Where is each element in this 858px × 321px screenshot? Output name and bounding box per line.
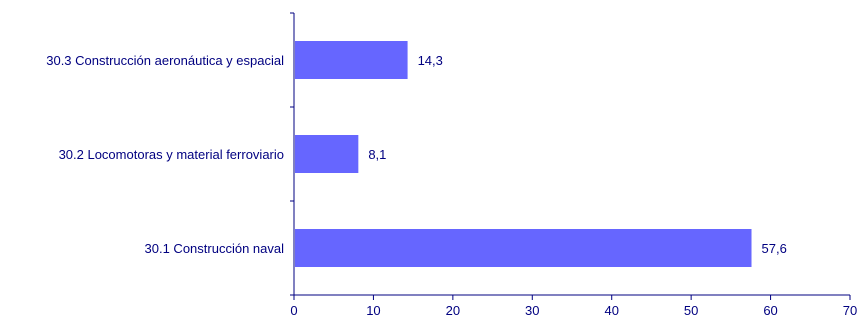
x-tick-label: 70 [843, 303, 857, 318]
x-tick-label: 60 [763, 303, 777, 318]
x-tick-label: 20 [446, 303, 460, 318]
x-tick-label: 50 [684, 303, 698, 318]
value-label: 14,3 [418, 53, 443, 68]
value-label: 57,6 [762, 241, 787, 256]
labels: 0 10 20 30 40 50 60 70 30.3 Construcción aeronáu… [46, 53, 857, 318]
category-label: 30.2 Locomotoras y material ferroviario [59, 147, 284, 162]
category-label: 30.3 Construcción aeronáutica y espacial [46, 53, 284, 68]
x-tick-label: 10 [366, 303, 380, 318]
bars [295, 41, 752, 267]
x-tick-label: 40 [604, 303, 618, 318]
value-label: 8,1 [368, 147, 386, 162]
x-tick-label: 30 [525, 303, 539, 318]
category-label: 30.1 Construcción naval [145, 241, 285, 256]
bar [295, 41, 408, 79]
bar [295, 229, 752, 267]
bar [295, 135, 359, 173]
x-tick-label: 0 [290, 303, 297, 318]
axes [290, 12, 851, 300]
